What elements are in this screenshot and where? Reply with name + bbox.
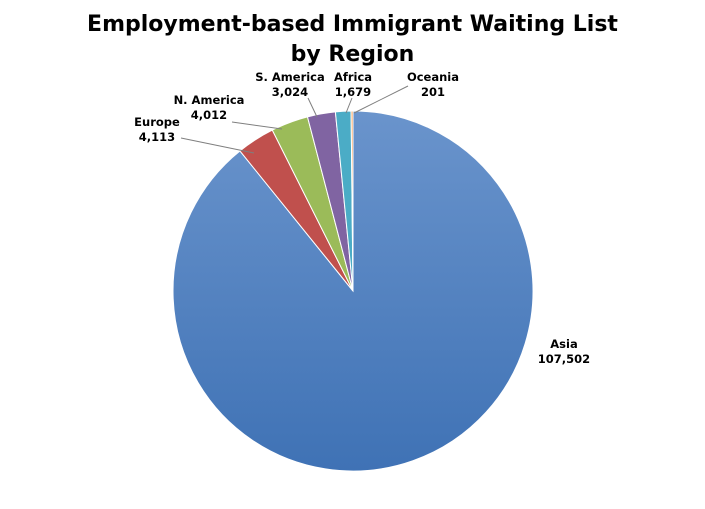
slice-label-s-america: S. America 3,024: [255, 70, 325, 99]
slice-label-oceania: Oceania 201: [407, 70, 459, 99]
chart-title-line-1: Employment-based Immigrant Waiting List: [87, 12, 618, 37]
slice-label-asia: Asia 107,502: [538, 337, 590, 366]
slice-label-name-oceania: Oceania: [407, 70, 459, 84]
slice-label-africa: Africa 1,679: [334, 70, 372, 99]
slice-label-name-asia: Asia: [550, 337, 577, 351]
slice-label-n-america: N. America 4,012: [174, 93, 245, 122]
leader-line-s-america: [307, 97, 318, 118]
leader-line-n-america: [231, 121, 283, 130]
leader-line-europe: [180, 137, 255, 154]
leader-line-africa: [345, 97, 353, 114]
slice-label-value-s-america: 3,024: [272, 85, 308, 99]
slice-label-value-asia: 107,502: [538, 352, 590, 366]
slice-label-name-africa: Africa: [334, 70, 372, 84]
slice-label-value-europe: 4,113: [139, 130, 175, 144]
pie-slice-oceania: [350, 110, 354, 292]
slice-label-name-n-america: N. America: [174, 93, 245, 107]
slice-label-value-oceania: 201: [421, 85, 445, 99]
slice-label-europe: Europe 4,113: [134, 115, 180, 144]
slice-label-value-africa: 1,679: [335, 85, 371, 99]
slice-label-value-n-america: 4,012: [191, 108, 227, 122]
chart-title-line-2: by Region: [290, 42, 415, 67]
slice-label-name-europe: Europe: [134, 115, 180, 129]
leader-line-oceania: [353, 85, 409, 114]
leader-lines: [180, 85, 409, 154]
slice-label-name-s-america: S. America: [255, 70, 325, 84]
chart-title: Employment-based Immigrant Waiting List …: [0, 10, 705, 70]
pie-slices: [172, 110, 534, 472]
